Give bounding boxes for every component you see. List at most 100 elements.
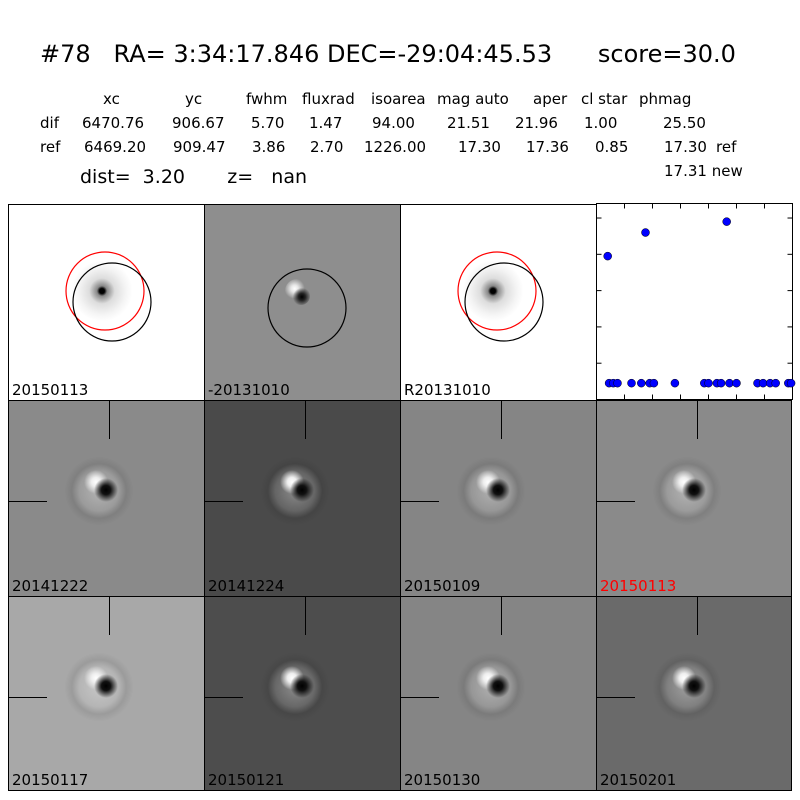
table-cell: 17.30 bbox=[664, 138, 707, 156]
source-blob bbox=[292, 287, 310, 305]
table-cell: 1.47 bbox=[309, 114, 343, 132]
table-cell: 6470.76 bbox=[82, 114, 145, 132]
residual-dark-lobe bbox=[93, 673, 119, 699]
col-header-cl-star: cl star bbox=[581, 90, 628, 108]
stamp-label: 20150113 bbox=[600, 577, 677, 595]
source-blob bbox=[463, 261, 523, 321]
residual-dark-lobe bbox=[681, 477, 707, 503]
table-cell: 25.50 bbox=[663, 114, 706, 132]
aperture-circles bbox=[267, 268, 347, 348]
stamp-label: 20150117 bbox=[12, 771, 89, 789]
data-point bbox=[716, 378, 726, 388]
crosshair-vertical bbox=[109, 401, 110, 439]
data-point bbox=[732, 378, 741, 388]
col-header-fwhm: fwhm bbox=[246, 90, 288, 108]
stamp-panel: 20141222 bbox=[8, 400, 205, 597]
stamp-panel: 20141224 bbox=[204, 400, 401, 597]
table-cell: 909.47 bbox=[173, 138, 226, 156]
col-header-isoarea: isoarea bbox=[371, 90, 426, 108]
col-header-phmag: phmag bbox=[639, 90, 692, 108]
table-cell: 21.51 bbox=[447, 114, 490, 132]
aperture-circles bbox=[65, 251, 152, 342]
col-header-fluxrad: fluxrad bbox=[302, 90, 355, 108]
table-cell: 1.00 bbox=[584, 114, 618, 132]
data-point bbox=[670, 378, 680, 388]
crosshair-horizontal bbox=[205, 501, 243, 502]
col-header-aper: aper bbox=[533, 90, 568, 108]
data-point bbox=[786, 378, 796, 388]
table-cell: 2.70 bbox=[310, 138, 344, 156]
crosshair-vertical bbox=[501, 401, 502, 439]
panel-reference-image: R20131010 bbox=[400, 204, 597, 401]
table-cell: 21.96 bbox=[515, 114, 558, 132]
crosshair-vertical bbox=[305, 401, 306, 439]
table-cell: 17.36 bbox=[526, 138, 569, 156]
table-cell: 17.30 bbox=[458, 138, 501, 156]
table-cell: 0.85 bbox=[595, 138, 629, 156]
stamp-panel: 20150113 bbox=[596, 400, 792, 597]
stamp-panel: 20150121 bbox=[204, 596, 401, 791]
stamp-panel: 20150109 bbox=[400, 400, 597, 597]
crosshair-vertical bbox=[501, 597, 502, 635]
residual-dark-lobe bbox=[289, 477, 315, 503]
crosshair-vertical bbox=[305, 597, 306, 635]
source-blob bbox=[72, 261, 132, 321]
table-cell: 5.70 bbox=[251, 114, 285, 132]
row-label-dif: dif bbox=[40, 114, 59, 132]
light-curve-chart: 212223242526 −120−100−80−60−40−20020 bbox=[596, 203, 796, 407]
panel-label: R20131010 bbox=[404, 381, 491, 399]
table-cell: 94.00 bbox=[372, 114, 415, 132]
residual-dark-lobe bbox=[681, 673, 707, 699]
data-point bbox=[603, 251, 612, 261]
crosshair-vertical bbox=[109, 597, 110, 635]
row-label-ref: ref bbox=[40, 138, 61, 156]
table-cell: 1226.00 bbox=[364, 138, 427, 156]
data-point bbox=[637, 378, 646, 388]
chart-frame bbox=[596, 203, 793, 400]
col-header-mag-auto: mag auto bbox=[437, 90, 509, 108]
col-header-yc: yc bbox=[185, 90, 203, 108]
crosshair-horizontal bbox=[401, 501, 439, 502]
data-point bbox=[722, 217, 731, 226]
ref-tag: ref bbox=[716, 138, 737, 156]
aperture-circles bbox=[457, 251, 544, 342]
stamp-panel: 20150130 bbox=[400, 596, 597, 791]
residual-dark-lobe bbox=[289, 673, 315, 699]
crosshair-horizontal bbox=[597, 697, 635, 698]
col-header-xc: xc bbox=[103, 90, 120, 108]
stamp-label: 20150121 bbox=[208, 771, 285, 789]
table-cell: 3.86 bbox=[252, 138, 286, 156]
phmag-new: 17.31 new bbox=[664, 162, 743, 180]
residual-dark-lobe bbox=[485, 477, 511, 503]
page-title: #78 RA= 3:34:17.846 DEC=-29:04:45.53 sco… bbox=[40, 40, 736, 68]
crosshair-horizontal bbox=[9, 501, 47, 502]
crosshair-horizontal bbox=[9, 697, 47, 698]
stamp-label: 20150130 bbox=[404, 771, 481, 789]
data-point bbox=[627, 378, 636, 388]
crosshair-vertical bbox=[697, 401, 698, 439]
dist-z-line: dist= 3.20 z= nan bbox=[80, 166, 308, 188]
stamp-panel: 20150117 bbox=[8, 596, 205, 791]
crosshair-horizontal bbox=[401, 697, 439, 698]
panel-new-image: 20150113 bbox=[8, 204, 205, 401]
data-point bbox=[641, 228, 650, 237]
panel-label: -20131010 bbox=[208, 381, 290, 399]
table-cell: 906.67 bbox=[172, 114, 225, 132]
table-cell: 6469.20 bbox=[84, 138, 147, 156]
stamp-label: 20150109 bbox=[404, 577, 481, 595]
residual-dark-lobe bbox=[485, 673, 511, 699]
data-point bbox=[771, 378, 780, 388]
panel-difference-image: -20131010 bbox=[204, 204, 401, 401]
crosshair-vertical bbox=[697, 597, 698, 635]
data-point bbox=[704, 378, 713, 388]
stamp-label: 20141222 bbox=[12, 577, 89, 595]
stamp-label: 20141224 bbox=[208, 577, 285, 595]
stamp-label: 20150201 bbox=[600, 771, 677, 789]
data-point bbox=[649, 378, 659, 388]
crosshair-horizontal bbox=[205, 697, 243, 698]
panel-label: 20150113 bbox=[12, 381, 89, 399]
data-point bbox=[613, 378, 622, 388]
stamp-panel: 20150201 bbox=[596, 596, 792, 791]
residual-dark-lobe bbox=[93, 477, 119, 503]
crosshair-horizontal bbox=[597, 501, 635, 502]
